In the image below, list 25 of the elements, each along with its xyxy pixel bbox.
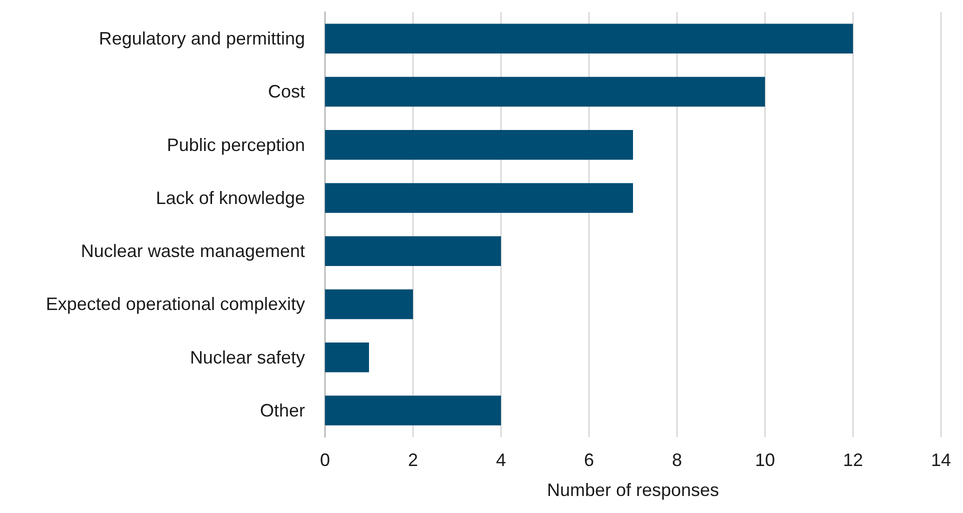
x-tick-label: 4 bbox=[496, 450, 506, 470]
y-tick-label: Expected operational complexity bbox=[46, 294, 305, 314]
bar bbox=[325, 396, 501, 426]
x-tick-label: 2 bbox=[408, 450, 418, 470]
x-tick-label: 10 bbox=[754, 450, 776, 470]
x-tick-label: 0 bbox=[320, 450, 330, 470]
x-tick-label: 12 bbox=[842, 450, 864, 470]
y-tick-label: Nuclear waste management bbox=[80, 241, 305, 262]
x-tick-label: 6 bbox=[584, 450, 594, 470]
bar bbox=[325, 130, 633, 160]
x-tick-label: 14 bbox=[930, 450, 952, 470]
y-tick-label: Cost bbox=[268, 82, 305, 102]
bar bbox=[325, 183, 633, 213]
bar bbox=[325, 289, 413, 320]
bar bbox=[325, 236, 501, 266]
y-tick-label: Nuclear safety bbox=[190, 347, 305, 368]
y-tick-label: Public perception bbox=[166, 134, 305, 155]
y-tick-label: Other bbox=[260, 400, 305, 420]
bar bbox=[325, 76, 765, 107]
x-tick-label: 8 bbox=[672, 450, 682, 470]
y-tick-label: Regulatory and permitting bbox=[98, 28, 305, 49]
x-axis-title: Number of responses bbox=[546, 480, 720, 500]
bar bbox=[325, 342, 369, 372]
y-tick-label: Lack of knowledge bbox=[156, 188, 305, 208]
bar bbox=[325, 24, 853, 54]
